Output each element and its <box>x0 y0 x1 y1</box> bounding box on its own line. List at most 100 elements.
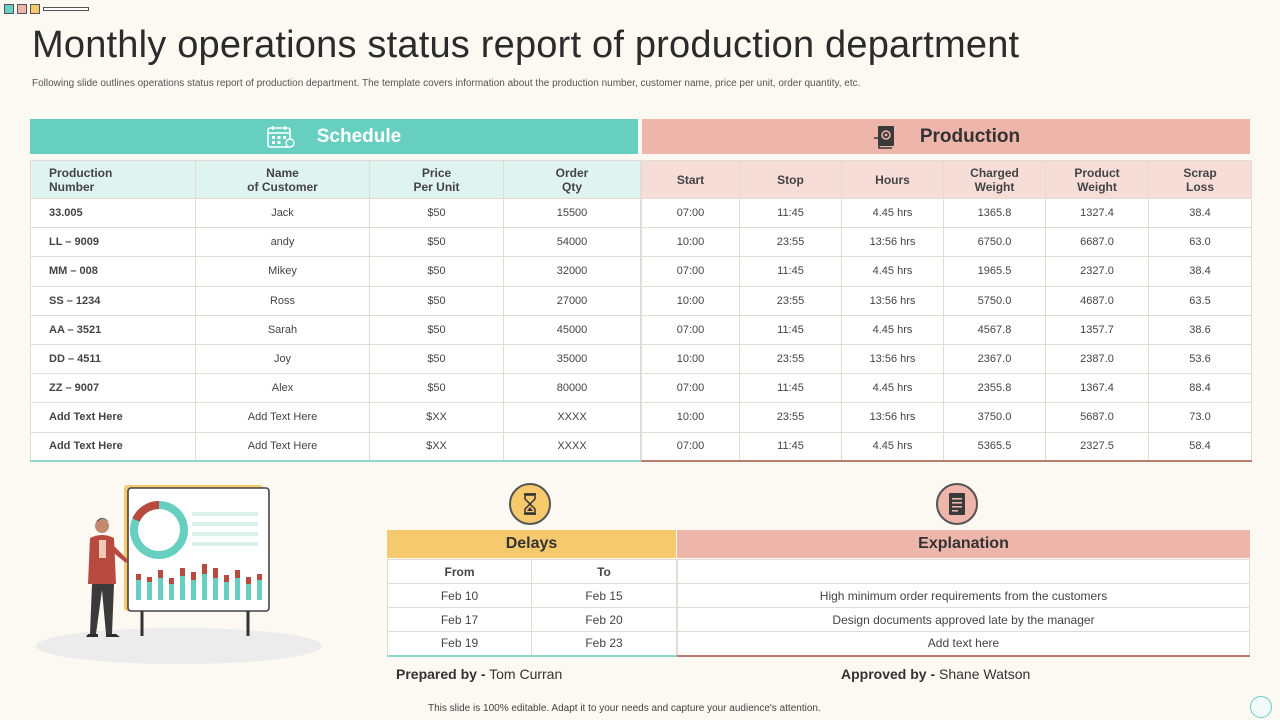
table-cell: 07:00 <box>641 197 740 229</box>
table-cell: $50 <box>369 256 504 287</box>
table-cell: 38.4 <box>1148 197 1252 229</box>
table-cell: AA – 3521 <box>30 314 196 345</box>
table-cell: Mikey <box>195 256 370 287</box>
schedule-col-header: Production Number <box>30 160 196 199</box>
table-cell: 10:00 <box>641 285 740 316</box>
deco-square-teal <box>4 3 14 14</box>
table-cell: 2387.0 <box>1045 343 1149 375</box>
table-cell: 27000 <box>503 285 641 316</box>
production-header-row: Start Stop Hours Charged Weight Product Weight… <box>641 160 1252 199</box>
table-cell: 2327.5 <box>1045 431 1149 462</box>
delay-row: Feb 10 Feb 15 <box>387 583 677 608</box>
table-cell: 5750.0 <box>943 285 1046 316</box>
schedule-title: Schedule <box>316 125 402 147</box>
table-cell: 73.0 <box>1148 402 1252 433</box>
table-cell: 11:45 <box>739 256 842 287</box>
board-bar-chart <box>136 564 262 600</box>
table-cell: 11:45 <box>739 314 842 345</box>
deco-line <box>43 6 89 11</box>
table-cell: LL – 9009 <box>30 227 196 258</box>
table-row: Add Text Here Add Text Here $XX XXXX <box>30 402 641 433</box>
table-row: SS – 1234 Ross $50 27000 <box>30 285 641 316</box>
delay-cell: Feb 15 <box>531 583 677 608</box>
approved-by: Approved by - Shane Watson <box>841 666 1030 682</box>
footer-note: This slide is 100% editable. Adapt it to… <box>428 703 821 714</box>
schedule-col-header: Order Qty <box>503 160 641 199</box>
table-cell: 10:00 <box>641 343 740 375</box>
production-col-header: Hours <box>841 160 944 199</box>
table-row: 07:00 11:45 4.45 hrs 1365.8 1327.4 38.4 <box>641 197 1252 229</box>
table-cell: SS – 1234 <box>30 285 196 316</box>
table-row: 07:00 11:45 4.45 hrs 1965.5 2327.0 38.4 <box>641 256 1252 287</box>
explanation-cell: High minimum order requirements from the… <box>677 583 1250 608</box>
table-cell: 33.005 <box>30 197 196 229</box>
table-cell: 4.45 hrs <box>841 314 944 345</box>
explanation-header: Explanation <box>677 530 1250 558</box>
production-col-header: Scrap Loss <box>1148 160 1252 199</box>
document-icon <box>936 483 978 525</box>
top-decoration <box>4 3 89 14</box>
prepared-by: Prepared by - Tom Curran <box>396 666 562 682</box>
table-cell: 07:00 <box>641 373 740 404</box>
table-cell: 58.4 <box>1148 431 1252 462</box>
table-cell: 1367.4 <box>1045 373 1149 404</box>
table-cell: Add Text Here <box>195 431 370 462</box>
table-cell: Add Text Here <box>30 402 196 433</box>
corner-decoration <box>1250 696 1272 718</box>
table-cell: $XX <box>369 402 504 433</box>
table-cell: 32000 <box>503 256 641 287</box>
table-cell: $50 <box>369 314 504 345</box>
production-title: Production <box>919 125 1021 147</box>
table-cell: XXXX <box>503 402 641 433</box>
table-row: 10:00 23:55 13:56 hrs 6750.0 6687.0 63.0 <box>641 227 1252 258</box>
table-row: 07:00 11:45 4.45 hrs 2355.8 1367.4 88.4 <box>641 373 1252 404</box>
hourglass-icon <box>509 483 551 525</box>
delays-table: From To Feb 10 Feb 15 Feb 17 Feb 20 Feb 19 Fe… <box>387 559 677 657</box>
schedule-col-header: Name of Customer <box>195 160 370 199</box>
delay-row: Feb 19 Feb 23 <box>387 631 677 656</box>
table-cell: 45000 <box>503 314 641 345</box>
delays-header-row: From To <box>387 559 677 584</box>
table-cell: Sarah <box>195 314 370 345</box>
table-cell: 5687.0 <box>1045 402 1149 433</box>
table-cell: $50 <box>369 285 504 316</box>
table-cell: 35000 <box>503 343 641 375</box>
production-table: Start Stop Hours Charged Weight Product Weight… <box>641 160 1252 463</box>
table-row: 07:00 11:45 4.45 hrs 5365.5 2327.5 58.4 <box>641 431 1252 462</box>
deco-square-salmon <box>17 3 27 14</box>
delays-col-to: To <box>531 559 677 584</box>
production-header: Production <box>642 119 1250 154</box>
schedule-table: Production Number Name of Customer Price Per … <box>30 160 641 463</box>
delays-header: Delays <box>387 530 676 558</box>
table-cell: 07:00 <box>641 431 740 462</box>
table-cell: 13:56 hrs <box>841 343 944 375</box>
presentation-board <box>127 487 270 612</box>
presenter-person <box>86 518 128 637</box>
prepared-by-label: Prepared by - <box>396 666 486 682</box>
table-cell: 07:00 <box>641 256 740 287</box>
table-row: AA – 3521 Sarah $50 45000 <box>30 314 641 345</box>
explanation-cell: Design documents approved late by the ma… <box>677 607 1250 632</box>
table-cell: 15500 <box>503 197 641 229</box>
table-cell: 88.4 <box>1148 373 1252 404</box>
table-cell: 4567.8 <box>943 314 1046 345</box>
production-col-header: Product Weight <box>1045 160 1149 199</box>
table-row: ZZ – 9007 Alex $50 80000 <box>30 373 641 404</box>
explanation-row: High minimum order requirements from the… <box>677 583 1250 608</box>
table-cell: MM – 008 <box>30 256 196 287</box>
table-row: 10:00 23:55 13:56 hrs 2367.0 2387.0 53.6 <box>641 343 1252 375</box>
delay-cell: Feb 23 <box>531 631 677 656</box>
presenter-illustration <box>36 485 322 664</box>
table-cell: $50 <box>369 343 504 375</box>
explanation-table: High minimum order requirements from the… <box>677 559 1250 657</box>
table-cell: 38.6 <box>1148 314 1252 345</box>
table-cell: 4.45 hrs <box>841 256 944 287</box>
page-subtitle: Following slide outlines operations stat… <box>32 78 861 89</box>
table-cell: 23:55 <box>739 343 842 375</box>
table-cell: Ross <box>195 285 370 316</box>
table-row: Add Text Here Add Text Here $XX XXXX <box>30 431 641 462</box>
explanation-cell: Add text here <box>677 631 1250 656</box>
delay-row: Feb 17 Feb 20 <box>387 607 677 632</box>
table-cell: Joy <box>195 343 370 375</box>
delay-cell: Feb 19 <box>387 631 532 656</box>
